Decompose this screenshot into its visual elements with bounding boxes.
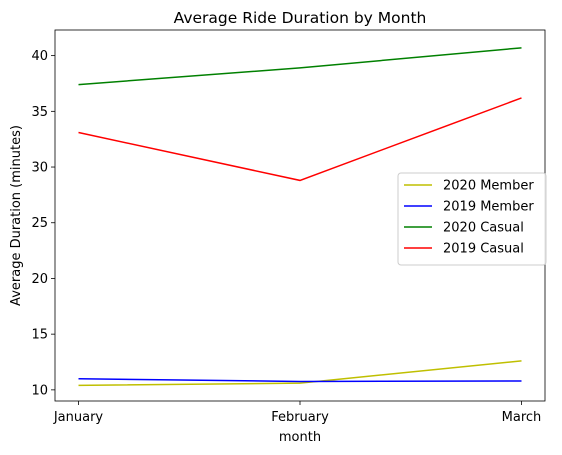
- legend: 2020 Member 2019 Member 2020 Casual 2019 Ca…: [398, 173, 546, 265]
- series-line-1: [79, 379, 522, 382]
- y-axis: 10 15 20 25 30 35 40: [31, 49, 55, 398]
- y-axis-label: Average Duration (minutes): [9, 125, 24, 306]
- x-axis-label: month: [279, 430, 321, 445]
- legend-label: 2019 Casual: [443, 242, 524, 257]
- legend-label: 2020 Member: [443, 179, 534, 194]
- x-axis: January February March: [53, 401, 541, 425]
- series-line-2: [79, 48, 522, 85]
- legend-label: 2019 Member: [443, 200, 534, 215]
- y-tick-label: 25: [31, 216, 48, 231]
- y-tick-label: 15: [31, 328, 48, 343]
- legend-label: 2020 Casual: [443, 221, 524, 236]
- y-tick-label: 35: [31, 105, 48, 120]
- y-tick-label: 10: [31, 383, 48, 398]
- y-tick-label: 40: [31, 49, 48, 64]
- y-tick-label: 30: [31, 161, 48, 176]
- x-tick-label: January: [53, 410, 104, 425]
- series-line-3: [79, 98, 522, 180]
- y-tick-label: 20: [31, 272, 48, 287]
- x-tick-label: February: [271, 410, 329, 425]
- chart-title: Average Ride Duration by Month: [174, 9, 427, 27]
- x-tick-label: March: [502, 410, 542, 425]
